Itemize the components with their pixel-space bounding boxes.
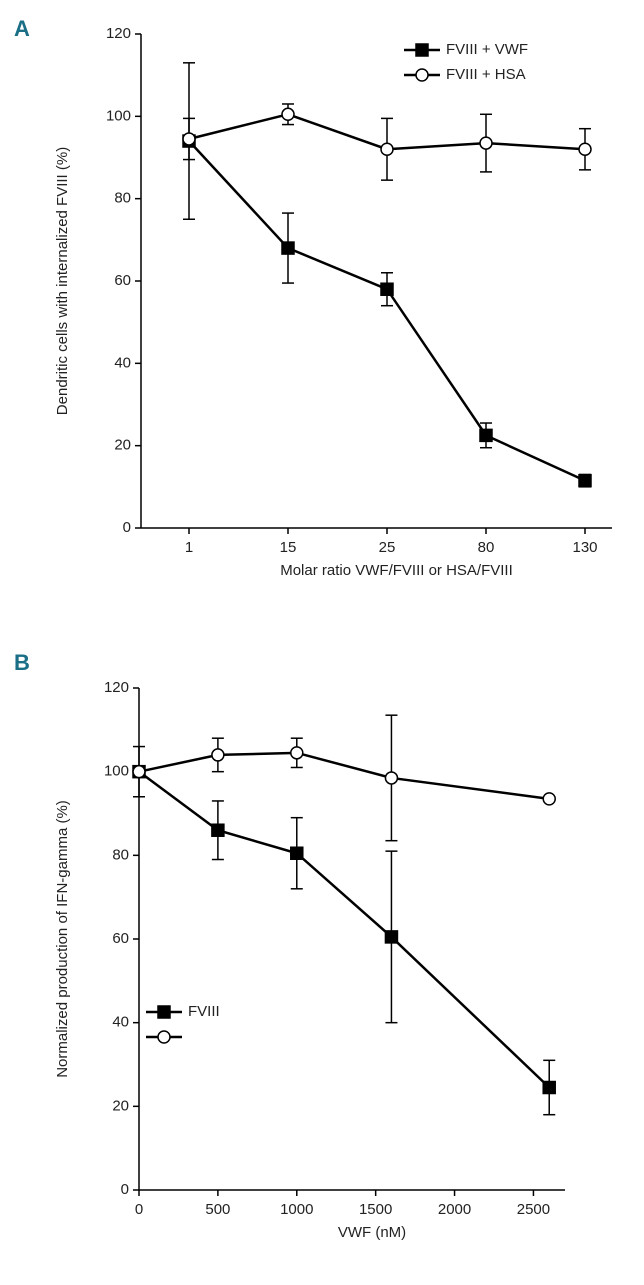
data-point <box>281 107 295 122</box>
data-point <box>479 136 493 150</box>
data-point <box>380 142 394 157</box>
legend-label: FVIII + HSA <box>446 66 526 83</box>
panel-label: A <box>14 16 30 41</box>
y-tick-label: 0 <box>121 1181 129 1198</box>
x-tick-label: 25 <box>379 539 396 556</box>
data-point <box>290 746 304 760</box>
data-point <box>211 823 225 837</box>
x-tick-label: 1 <box>185 539 193 556</box>
legend-label: FVIII + VWF <box>446 41 528 58</box>
y-tick-label: 100 <box>104 763 129 780</box>
x-tick-label: 80 <box>478 539 495 556</box>
data-point <box>132 764 146 779</box>
data-point <box>211 748 225 762</box>
y-tick-label: 120 <box>106 25 131 42</box>
y-tick-label: 60 <box>114 272 131 289</box>
x-tick-label: 130 <box>572 539 597 556</box>
y-axis-title: Normalized production of IFN-gamma (%) <box>54 800 71 1078</box>
x-axis-title: VWF (nM) <box>338 1224 406 1241</box>
data-point <box>578 473 592 488</box>
series-line <box>138 751 550 801</box>
x-tick-label: 500 <box>205 1201 230 1218</box>
x-axis-title: Molar ratio VWF/FVIII or HSA/FVIII <box>280 562 513 579</box>
y-tick-label: 120 <box>104 679 129 696</box>
x-tick-label: 15 <box>280 539 297 556</box>
legend-marker <box>157 1030 171 1044</box>
y-tick-label: 80 <box>112 846 129 863</box>
y-tick-label: 100 <box>106 107 131 124</box>
y-tick-label: 20 <box>114 437 131 454</box>
y-tick-label: 20 <box>112 1097 129 1114</box>
x-tick-label: 1000 <box>280 1201 313 1218</box>
data-point <box>542 1080 556 1095</box>
data-point <box>290 846 304 860</box>
legend-marker <box>415 43 429 57</box>
y-tick-label: 80 <box>114 190 131 207</box>
series-line <box>188 140 586 482</box>
legend-marker <box>157 1005 171 1019</box>
data-point <box>479 428 493 443</box>
y-tick-label: 40 <box>114 354 131 371</box>
x-tick-label: 2000 <box>438 1201 471 1218</box>
x-tick-label: 0 <box>135 1201 143 1218</box>
y-tick-label: 0 <box>123 519 131 536</box>
data-point <box>281 241 295 255</box>
y-tick-label: 40 <box>112 1014 129 1031</box>
data-point <box>380 282 394 296</box>
panel-label: B <box>14 650 30 675</box>
data-point <box>384 771 399 785</box>
series-line <box>138 770 551 1089</box>
legend-label: FVIII <box>188 1003 220 1020</box>
data-point <box>578 142 592 157</box>
x-tick-label: 2500 <box>517 1201 550 1218</box>
data-point <box>182 132 196 146</box>
data-point <box>542 792 556 806</box>
data-point <box>384 930 399 944</box>
y-axis-title: Dendritic cells with internalized FVIII … <box>54 147 71 415</box>
y-tick-label: 60 <box>112 930 129 947</box>
x-tick-label: 1500 <box>359 1201 392 1218</box>
legend-marker <box>415 68 429 82</box>
